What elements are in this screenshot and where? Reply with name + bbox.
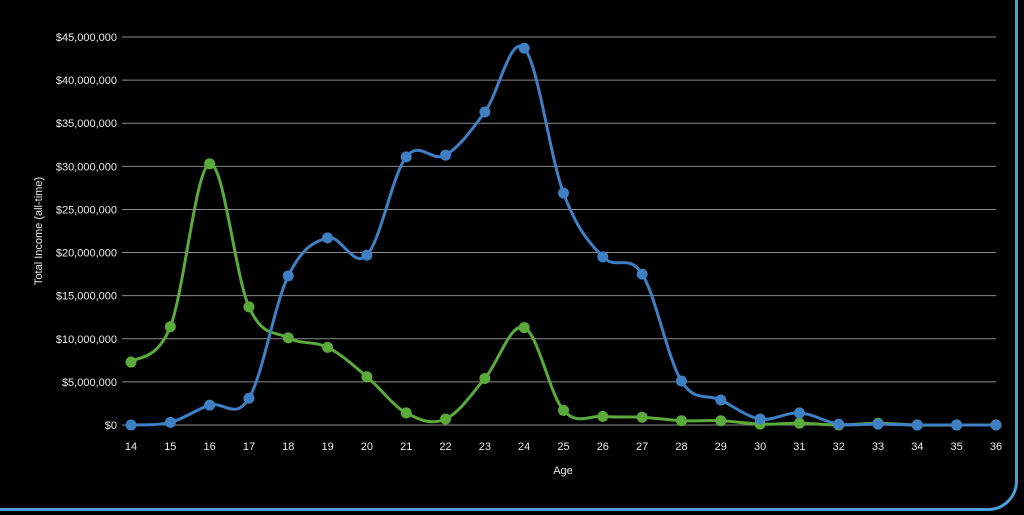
- data-point[interactable]: [636, 411, 648, 423]
- data-point[interactable]: [125, 419, 137, 431]
- x-tick-label: 23: [479, 441, 491, 453]
- gridlines: [122, 36, 996, 426]
- data-point[interactable]: [322, 341, 334, 353]
- x-tick-label: 25: [557, 441, 569, 453]
- x-tick-label: 20: [361, 441, 373, 453]
- y-tick-label: $15,000,000: [56, 291, 117, 303]
- x-tick-label: 33: [872, 441, 884, 453]
- x-tick-label: 28: [675, 441, 687, 453]
- data-point[interactable]: [793, 417, 805, 429]
- data-point[interactable]: [518, 42, 530, 54]
- series-line: [130, 44, 996, 427]
- y-tick-label: $40,000,000: [56, 75, 117, 87]
- data-point[interactable]: [361, 249, 373, 261]
- x-tick-label: 24: [518, 441, 530, 453]
- data-point[interactable]: [833, 418, 845, 430]
- x-tick-label: 36: [990, 441, 1002, 453]
- data-point[interactable]: [400, 407, 412, 419]
- x-tick-label: 27: [636, 441, 648, 453]
- x-tick-label: 21: [400, 441, 412, 453]
- data-point[interactable]: [440, 149, 452, 161]
- data-point[interactable]: [558, 187, 569, 199]
- data-point[interactable]: [400, 151, 412, 163]
- x-tick-label: 31: [793, 441, 805, 453]
- x-tick-label: 17: [243, 441, 255, 453]
- data-point[interactable]: [479, 106, 491, 118]
- y-tick-label: $10,000,000: [56, 334, 117, 346]
- data-point[interactable]: [479, 372, 491, 384]
- data-point[interactable]: [282, 332, 294, 344]
- data-point[interactable]: [715, 394, 727, 406]
- data-point[interactable]: [990, 419, 1002, 431]
- data-point[interactable]: [715, 415, 727, 427]
- x-tick-label: 29: [715, 441, 727, 453]
- data-point[interactable]: [164, 416, 176, 428]
- data-point[interactable]: [911, 419, 923, 431]
- data-point[interactable]: [361, 371, 373, 383]
- y-tick-label: $5,000,000: [62, 377, 117, 389]
- series-lines: [125, 42, 1002, 431]
- data-point[interactable]: [440, 413, 452, 425]
- data-point[interactable]: [125, 356, 137, 368]
- data-point[interactable]: [675, 375, 687, 387]
- data-point[interactable]: [754, 413, 766, 425]
- data-point[interactable]: [793, 407, 805, 419]
- y-tick-label: $20,000,000: [56, 248, 117, 260]
- x-tick-label: 16: [204, 441, 216, 453]
- y-axis-ticks: $0 $5,000,000 $10,000,000 $15,000,000 $20,00…: [56, 32, 117, 432]
- data-point[interactable]: [322, 232, 334, 244]
- data-point[interactable]: [518, 322, 530, 334]
- data-point[interactable]: [597, 251, 609, 263]
- data-point[interactable]: [597, 410, 609, 422]
- data-point[interactable]: [872, 418, 884, 430]
- data-point[interactable]: [204, 399, 216, 411]
- y-tick-label: $0: [105, 420, 117, 432]
- data-point[interactable]: [951, 419, 963, 431]
- y-tick-label: $30,000,000: [56, 161, 117, 173]
- x-tick-label: 19: [321, 441, 333, 453]
- x-tick-label: 15: [164, 441, 176, 453]
- x-tick-label: 22: [439, 441, 451, 453]
- data-point[interactable]: [243, 301, 255, 313]
- y-tick-label: $35,000,000: [56, 118, 117, 130]
- x-tick-label: 18: [282, 441, 294, 453]
- x-axis-label: Age: [553, 465, 573, 477]
- series-line: [129, 162, 996, 427]
- y-axis-label: Total Income (all-time): [33, 177, 45, 285]
- data-point[interactable]: [204, 158, 216, 170]
- y-tick-label: $25,000,000: [56, 204, 117, 216]
- data-point[interactable]: [164, 321, 176, 333]
- series-green: [125, 158, 1002, 431]
- x-tick-label: 26: [597, 441, 609, 453]
- data-point[interactable]: [675, 415, 687, 427]
- series-blue: [125, 42, 1002, 431]
- x-tick-label: 34: [911, 441, 923, 453]
- x-tick-label: 32: [833, 441, 845, 453]
- data-point[interactable]: [282, 270, 294, 282]
- x-tick-label: 30: [754, 441, 766, 453]
- data-point[interactable]: [558, 404, 569, 416]
- x-axis-ticks: 14 15 16 17 18 19 20 21 22 23 24 25 26 27 28 29 30 31 32 33…: [125, 441, 1002, 453]
- data-point[interactable]: [243, 392, 255, 404]
- x-tick-label: 14: [125, 441, 137, 453]
- data-point[interactable]: [636, 268, 648, 280]
- y-tick-label: $45,000,000: [56, 32, 117, 44]
- x-tick-label: 35: [951, 441, 963, 453]
